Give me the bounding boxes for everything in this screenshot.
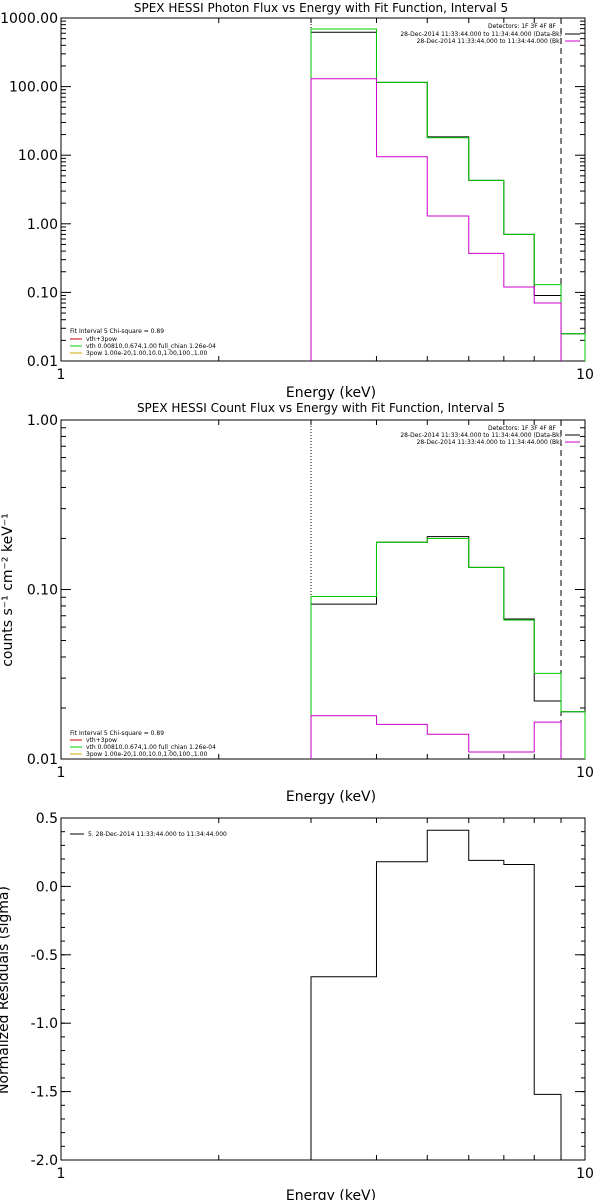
photon-flux-panel: SPEX HESSI Photon Flux vs Energy with Fi… <box>0 1 594 401</box>
x-tick-label: 1 <box>57 367 66 383</box>
y-tick-label: 0.0 <box>36 879 58 895</box>
chart-title: SPEX HESSI Photon Flux vs Energy with Fi… <box>134 1 508 15</box>
fit-interval-label: Fit Interval 5 Chi-square = 0.89 <box>70 328 164 335</box>
plot-frame <box>60 419 586 760</box>
legend-left-2: 3pow 1.00e-20,1.00,10.0,1.00,100.,1.00 <box>86 350 207 357</box>
legend-left-0: vth+3pow <box>86 737 117 744</box>
series-line-black <box>310 536 586 759</box>
y-tick-label: 10.00 <box>18 148 58 164</box>
y-tick-label: -0.5 <box>31 948 58 964</box>
legend-right-1: 28-Dec-2014 11:33:44.000 to 11:34:44.000… <box>417 38 562 45</box>
x-tick-label: 10 <box>576 367 594 383</box>
y-tick-label: 0.10 <box>27 583 58 599</box>
y-tick-label: 0.01 <box>27 354 58 370</box>
legend-left-0: vth+3pow <box>86 336 117 343</box>
y-tick-label: 1000.00 <box>0 11 58 27</box>
x-axis-label: Energy (keV) <box>286 385 376 401</box>
plot-frame <box>60 17 586 362</box>
series-line-black <box>310 31 586 361</box>
y-tick-label: -2.0 <box>31 1153 58 1169</box>
legend-right-1: 28-Dec-2014 11:33:44.000 to 11:34:44.000… <box>417 439 562 446</box>
chart-title: SPEX HESSI Count Flux vs Energy with Fit… <box>137 401 505 415</box>
fit-interval-label: Fit Interval 5 Chi-square = 0.89 <box>70 730 164 737</box>
legend-text: 5. 28-Dec-2014 11:33:44.000 to 11:34:44.… <box>88 831 227 838</box>
x-tick-label: 1 <box>57 765 66 781</box>
legend-left-1: vth 0.00810,0.674,1.00 full_chian 1.26e-… <box>86 744 216 751</box>
y-tick-label: 0.5 <box>36 811 58 827</box>
residuals-panel: 1 10 0.5 0.0 -0.5 -1.0 -1.5 -2.0 5. 28-Dec-2014… <box>0 811 594 1200</box>
legend-right-0: 28-Dec-2014 11:33:44.000 to 11:34:44.000… <box>400 432 562 439</box>
y-tick-label: 0.01 <box>27 752 58 768</box>
y-tick-label: 100.00 <box>9 80 58 96</box>
x-tick-label: 1 <box>57 1166 66 1182</box>
legend-left-2: 3pow 1.00e-20,1.00,10.0,1.00,100.,1.00 <box>86 751 207 758</box>
x-axis-label: Energy (keV) <box>286 1188 376 1200</box>
series-line-green <box>310 537 586 759</box>
legend-right-0: 28-Dec-2014 11:33:44.000 to 11:34:44.000… <box>400 31 562 38</box>
y-tick-label: 1.00 <box>27 217 58 233</box>
y-tick-label: 1.00 <box>27 413 58 429</box>
series-line-magenta <box>310 78 562 361</box>
y-tick-label: -1.0 <box>31 1016 58 1032</box>
x-tick-label: 10 <box>576 765 594 781</box>
x-tick-label: 10 <box>576 1166 594 1182</box>
detectors-label: Detectors: 1F 3F 4F 8F <box>488 425 557 432</box>
legend-left-1: vth 0.00810,0.674,1.00 full_chian 1.26e-… <box>86 343 216 350</box>
y-tick-label: -1.5 <box>31 1085 58 1101</box>
y-tick-label: 0.10 <box>27 285 58 301</box>
series-line-magenta <box>310 715 562 759</box>
detectors-label: Detectors: 1F 3F 4F 8F <box>488 23 557 30</box>
x-axis-label: Energy (keV) <box>286 789 376 805</box>
y-axis-label: Normalized Residuals (sigma) <box>0 886 12 1094</box>
y-axis-label: counts s⁻¹ cm⁻² keV⁻¹ <box>0 513 16 667</box>
plot-frame <box>60 817 586 1161</box>
series-line-residuals <box>310 829 562 1160</box>
count-flux-panel: SPEX HESSI Count Flux vs Energy with Fit… <box>0 401 594 805</box>
